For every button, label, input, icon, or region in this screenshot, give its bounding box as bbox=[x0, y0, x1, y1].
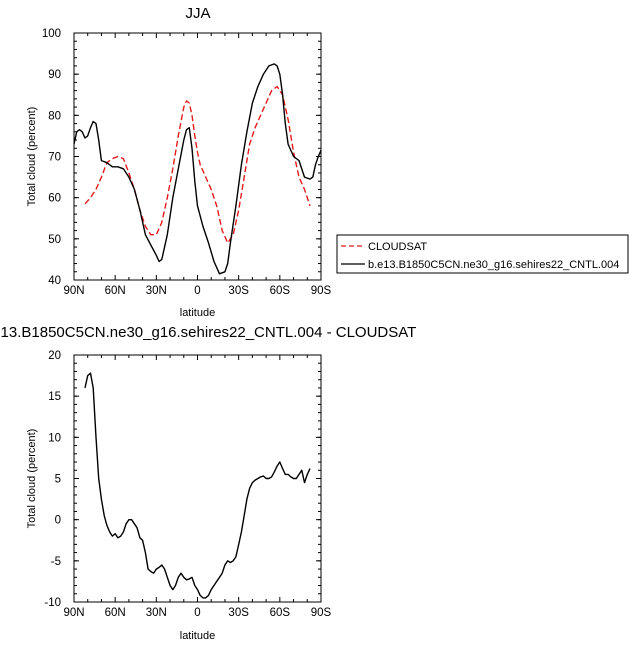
x-tick-label: 30N bbox=[146, 607, 167, 619]
panel-bottom: b.e13.B1850C5CN.ne30_g16.sehires22_CNTL.… bbox=[0, 324, 416, 642]
y-tick-label: 20 bbox=[48, 350, 61, 362]
panel-top: JJA 90N 60N 30N 0 30S 60S 90S 40 50 60 70 80 90 100 l… bbox=[26, 5, 629, 319]
y-tick-label: 15 bbox=[48, 391, 61, 403]
y-tick-label: 100 bbox=[42, 28, 61, 40]
series-line-0-0 bbox=[84, 85, 311, 244]
series-line-0-1 bbox=[73, 63, 322, 275]
x-tick-label: 30S bbox=[228, 285, 249, 297]
x-tick-label: 90S bbox=[311, 607, 332, 619]
top-plot-frame bbox=[73, 32, 322, 281]
x-tick-label: 90N bbox=[63, 285, 84, 297]
x-tick-label: 60N bbox=[105, 607, 126, 619]
y-tick-label: 10 bbox=[48, 432, 61, 444]
top-chart-title: JJA bbox=[185, 5, 210, 22]
x-tick-label: 90S bbox=[311, 285, 332, 297]
top-y-axis-label: Total cloud (percent) bbox=[26, 107, 38, 207]
y-tick-label: 5 bbox=[55, 474, 61, 486]
y-tick-label: 40 bbox=[48, 275, 61, 287]
legend: CLOUDSAT b.e13.B1850C5CN.ne30_g16.sehire… bbox=[336, 234, 629, 274]
y-tick-label: 0 bbox=[55, 515, 61, 527]
bottom-series-lines bbox=[84, 372, 311, 599]
y-tick-label: -10 bbox=[44, 597, 61, 609]
x-tick-label: 0 bbox=[194, 607, 200, 619]
y-tick-label: 90 bbox=[48, 69, 61, 81]
bottom-axis-ticks: 90N 60N 30N 0 30S 60S 90S -10 -5 0 5 10 15 20 bbox=[44, 350, 331, 619]
top-x-axis-label: latitude bbox=[180, 307, 215, 319]
top-series-lines bbox=[73, 63, 322, 275]
series-line-1-0 bbox=[84, 372, 311, 599]
y-tick-label: -5 bbox=[51, 556, 61, 568]
x-tick-label: 60S bbox=[270, 607, 291, 619]
top-axis-ticks: 90N 60N 30N 0 30S 60S 90S 40 50 60 70 80 90 100 bbox=[42, 28, 332, 297]
y-tick-label: 80 bbox=[48, 110, 61, 122]
bottom-plot-frame bbox=[73, 354, 322, 603]
x-tick-label: 60N bbox=[105, 285, 126, 297]
y-tick-label: 70 bbox=[48, 152, 61, 164]
x-tick-label: 30N bbox=[146, 285, 167, 297]
bottom-chart-title: b.e13.B1850C5CN.ne30_g16.sehires22_CNTL.… bbox=[0, 324, 416, 341]
y-tick-label: 50 bbox=[48, 234, 61, 246]
bottom-y-axis-label: Total cloud (percent) bbox=[26, 429, 38, 529]
x-tick-label: 0 bbox=[194, 285, 200, 297]
legend-label-cloudsat: CLOUDSAT bbox=[368, 241, 427, 253]
legend-box bbox=[336, 234, 629, 274]
y-tick-label: 60 bbox=[48, 193, 61, 205]
bottom-x-axis-label: latitude bbox=[180, 630, 215, 642]
x-tick-label: 60S bbox=[270, 285, 291, 297]
legend-label-model: b.e13.B1850C5CN.ne30_g16.sehires22_CNTL.… bbox=[368, 259, 619, 271]
x-tick-label: 30S bbox=[228, 607, 249, 619]
x-tick-label: 90N bbox=[63, 607, 84, 619]
